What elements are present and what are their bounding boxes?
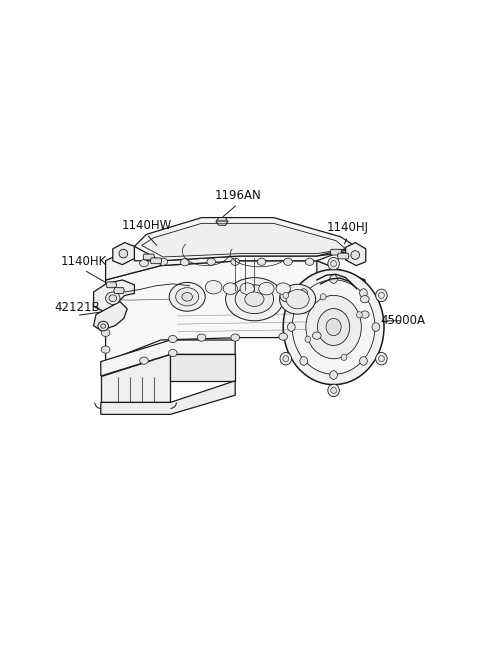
Polygon shape xyxy=(113,243,134,264)
Polygon shape xyxy=(101,380,235,415)
Ellipse shape xyxy=(240,283,254,295)
Ellipse shape xyxy=(197,334,206,341)
Ellipse shape xyxy=(360,311,369,318)
Ellipse shape xyxy=(300,357,308,365)
Ellipse shape xyxy=(328,384,339,397)
Text: 42121B: 42121B xyxy=(54,300,100,314)
Ellipse shape xyxy=(372,323,380,331)
Ellipse shape xyxy=(223,283,238,295)
Ellipse shape xyxy=(330,275,337,283)
Ellipse shape xyxy=(305,336,311,342)
Text: 45000A: 45000A xyxy=(381,314,426,327)
Polygon shape xyxy=(94,302,127,331)
Ellipse shape xyxy=(106,292,120,304)
Polygon shape xyxy=(134,218,355,261)
Ellipse shape xyxy=(109,295,117,302)
Ellipse shape xyxy=(357,312,362,318)
Ellipse shape xyxy=(328,257,339,270)
Ellipse shape xyxy=(182,293,192,301)
Ellipse shape xyxy=(341,354,347,360)
Ellipse shape xyxy=(376,352,387,365)
Polygon shape xyxy=(101,340,235,376)
Ellipse shape xyxy=(331,387,336,394)
Ellipse shape xyxy=(330,371,337,379)
Polygon shape xyxy=(106,261,365,361)
Polygon shape xyxy=(216,218,228,225)
Ellipse shape xyxy=(159,258,168,266)
Polygon shape xyxy=(170,354,235,380)
Text: 1196AN: 1196AN xyxy=(214,189,261,202)
Ellipse shape xyxy=(283,270,384,384)
Ellipse shape xyxy=(119,249,128,258)
Ellipse shape xyxy=(376,289,387,302)
Ellipse shape xyxy=(168,350,177,357)
Polygon shape xyxy=(106,247,355,280)
Ellipse shape xyxy=(235,285,274,314)
Ellipse shape xyxy=(140,260,148,267)
Text: 1140HK: 1140HK xyxy=(61,255,107,268)
Ellipse shape xyxy=(140,357,148,364)
Ellipse shape xyxy=(226,277,283,321)
Ellipse shape xyxy=(231,334,240,341)
Ellipse shape xyxy=(231,258,240,266)
Polygon shape xyxy=(142,223,346,257)
Ellipse shape xyxy=(312,332,321,339)
Ellipse shape xyxy=(180,258,189,266)
Ellipse shape xyxy=(280,289,291,302)
Ellipse shape xyxy=(360,296,369,303)
Ellipse shape xyxy=(317,308,350,346)
Ellipse shape xyxy=(101,346,110,353)
Ellipse shape xyxy=(351,251,360,259)
Ellipse shape xyxy=(379,292,384,298)
Polygon shape xyxy=(143,254,155,260)
Ellipse shape xyxy=(306,295,361,359)
Ellipse shape xyxy=(101,324,106,328)
Ellipse shape xyxy=(288,323,295,331)
Polygon shape xyxy=(317,261,365,338)
Ellipse shape xyxy=(280,352,291,365)
Ellipse shape xyxy=(276,283,290,295)
Ellipse shape xyxy=(300,289,308,297)
Ellipse shape xyxy=(101,329,110,337)
Ellipse shape xyxy=(98,321,108,331)
Ellipse shape xyxy=(305,258,314,266)
Ellipse shape xyxy=(283,292,288,298)
Ellipse shape xyxy=(360,289,367,297)
Ellipse shape xyxy=(331,260,336,267)
Polygon shape xyxy=(114,288,124,293)
Ellipse shape xyxy=(286,289,309,309)
Ellipse shape xyxy=(283,356,288,362)
Ellipse shape xyxy=(320,294,326,300)
Polygon shape xyxy=(106,282,117,288)
Ellipse shape xyxy=(279,333,288,340)
Ellipse shape xyxy=(284,258,292,266)
Ellipse shape xyxy=(207,258,216,266)
Polygon shape xyxy=(330,249,342,255)
Ellipse shape xyxy=(169,282,205,311)
Ellipse shape xyxy=(259,282,274,295)
Ellipse shape xyxy=(379,356,384,362)
Polygon shape xyxy=(337,253,349,259)
Ellipse shape xyxy=(292,280,375,375)
Ellipse shape xyxy=(326,318,341,336)
Ellipse shape xyxy=(168,335,177,342)
Ellipse shape xyxy=(205,281,222,294)
Polygon shape xyxy=(94,280,134,311)
Ellipse shape xyxy=(257,258,266,266)
Ellipse shape xyxy=(279,284,316,314)
Polygon shape xyxy=(101,354,170,402)
Text: 1140HW: 1140HW xyxy=(121,219,171,232)
Text: 1140HJ: 1140HJ xyxy=(327,222,369,234)
Ellipse shape xyxy=(245,292,264,306)
Ellipse shape xyxy=(360,357,367,365)
Polygon shape xyxy=(346,243,366,266)
Ellipse shape xyxy=(176,288,199,306)
Polygon shape xyxy=(150,258,162,264)
